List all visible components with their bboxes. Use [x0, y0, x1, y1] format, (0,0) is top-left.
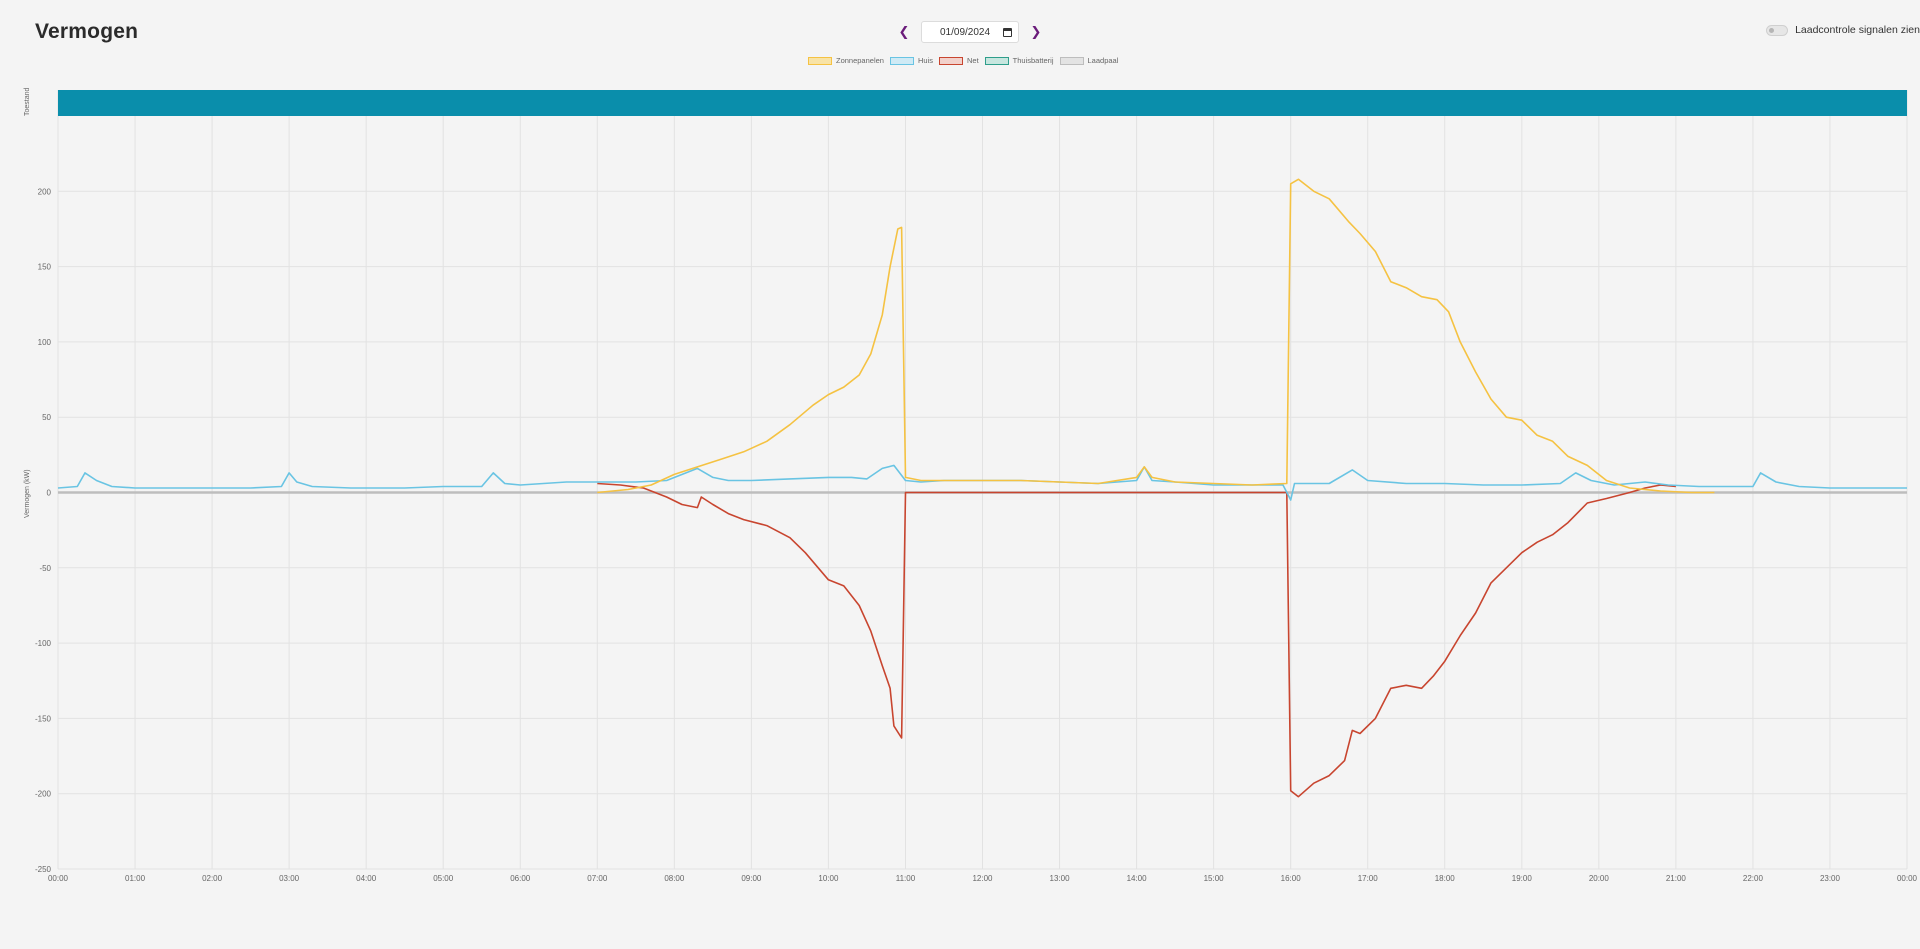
x-tick-label: 05:00	[433, 874, 454, 883]
laadcontrole-toggle[interactable]	[1766, 24, 1789, 36]
toggle-knob	[1769, 27, 1775, 33]
legend-item[interactable]: Thuisbatterij	[984, 56, 1054, 65]
x-tick-label: 20:00	[1589, 874, 1610, 883]
y-tick-label: 200	[38, 187, 52, 196]
calendar-icon[interactable]	[1003, 27, 1012, 37]
date-input[interactable]: 01/09/2024	[921, 21, 1019, 43]
toggle-label: Laadcontrole signalen zien	[1795, 24, 1920, 36]
x-tick-label: 16:00	[1281, 874, 1302, 883]
legend-label: Net	[966, 56, 979, 65]
legend-swatch	[889, 56, 914, 65]
series-line-huis	[57, 464, 1907, 501]
x-tick-label: 10:00	[818, 874, 839, 883]
x-tick-label: 19:00	[1512, 874, 1533, 883]
y-tick-label: 100	[38, 338, 52, 347]
x-tick-label: 02:00	[202, 874, 223, 883]
y-axis-ticks: 200 150 100 50 0 -50 -100 -150 -200 -250	[35, 187, 52, 874]
y-tick-label: 0	[47, 489, 52, 498]
chevron-right-icon[interactable]: ❯	[1030, 24, 1042, 39]
y-tick-label: 150	[38, 263, 52, 272]
chart-series	[57, 178, 1907, 798]
status-band	[58, 90, 1907, 116]
y-tick-label: -250	[35, 865, 52, 874]
page-title: Vermogen	[35, 20, 139, 43]
x-tick-label: 08:00	[664, 874, 685, 883]
x-tick-label: 00:00	[1897, 874, 1918, 883]
legend-label: Laadpaal	[1087, 56, 1119, 65]
x-tick-label: 21:00	[1666, 874, 1687, 883]
x-tick-label: 00:00	[48, 874, 69, 883]
x-tick-label: 12:00	[972, 874, 993, 883]
legend-swatch	[808, 56, 832, 65]
laadcontrole-toggle-wrap: Laadcontrole signalen zien	[1766, 24, 1920, 36]
chart-gridlines	[57, 90, 1908, 870]
x-tick-label: 07:00	[587, 874, 608, 883]
x-tick-label: 14:00	[1127, 874, 1148, 883]
legend-swatch	[938, 56, 963, 65]
x-tick-label: 11:00	[896, 874, 916, 883]
x-tick-label: 13:00	[1050, 874, 1071, 883]
x-tick-label: 03:00	[279, 874, 300, 883]
chevron-left-icon[interactable]: ❮	[898, 24, 910, 39]
x-tick-label: 23:00	[1820, 874, 1841, 883]
y-tick-label: 50	[42, 413, 51, 422]
y-tick-label: -150	[35, 714, 52, 723]
legend-swatch	[984, 56, 1009, 65]
x-tick-label: 15:00	[1204, 874, 1225, 883]
legend-swatch	[1059, 56, 1084, 65]
y-tick-label: -200	[35, 790, 52, 799]
x-tick-label: 04:00	[356, 874, 377, 883]
x-tick-label: 01:00	[125, 874, 146, 883]
date-navigator: ❮ 01/09/2024 ❯	[895, 21, 1045, 43]
x-tick-label: 06:00	[510, 874, 531, 883]
x-axis-ticks: 00:00 01:00 02:00 03:00 04:00 05:00 06:00 07:00…	[48, 874, 1918, 883]
y-tick-label: -50	[39, 564, 51, 573]
x-tick-label: 17:00	[1358, 874, 1379, 883]
legend-label: Huis	[917, 56, 933, 65]
legend-item[interactable]: Laadpaal	[1059, 56, 1119, 65]
x-tick-label: 22:00	[1743, 874, 1764, 883]
x-tick-label: 18:00	[1435, 874, 1456, 883]
y-tick-label: -100	[35, 639, 52, 648]
y-axis-title: Vermogen (kW)	[24, 469, 31, 518]
legend-label: Thuisbatterij	[1012, 56, 1054, 65]
legend-item[interactable]: Huis	[889, 56, 933, 65]
chart-legend: Zonnepanelen Huis Net Thuisbatterij Laadpaal	[808, 56, 1118, 65]
status-band-label: Toestand	[24, 87, 31, 116]
legend-label: Zonnepanelen	[836, 56, 884, 65]
date-value: 01/09/2024	[940, 26, 991, 38]
legend-item[interactable]: Zonnepanelen	[808, 56, 884, 65]
legend-item[interactable]: Net	[938, 56, 979, 65]
x-tick-label: 09:00	[741, 874, 762, 883]
series-line-zonnepanelen	[597, 178, 1715, 494]
